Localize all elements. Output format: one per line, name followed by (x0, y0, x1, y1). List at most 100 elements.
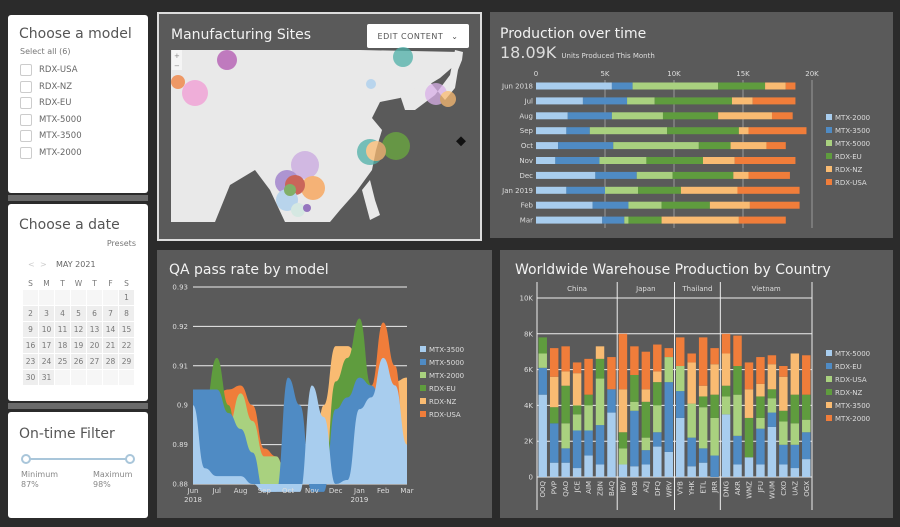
select-all-link[interactable]: Select all (6) (20, 47, 71, 56)
x-tick-label: QAO (562, 481, 570, 497)
calendar-day[interactable]: 26 (70, 352, 87, 370)
bar-segment (733, 435, 742, 465)
calendar-day[interactable]: 12 (70, 320, 87, 338)
calendar-day[interactable]: 1 (118, 288, 135, 306)
bar-segment (536, 171, 596, 179)
bar-segment (628, 201, 662, 209)
calendar-day[interactable]: 2 (22, 304, 39, 322)
model-checkbox[interactable]: RDX-EU (20, 97, 72, 109)
bar-segment (802, 459, 811, 477)
legend-swatch (826, 114, 832, 120)
bar-segment (653, 446, 662, 477)
x-tick-label: OOQ (539, 481, 547, 498)
bar-segment (687, 403, 696, 438)
x-tick-label: JRR (711, 481, 719, 494)
x-tick-label: Feb (377, 487, 390, 495)
calendar-day[interactable]: 24 (38, 352, 55, 370)
model-checkbox[interactable]: MTX-5000 (20, 113, 82, 126)
checkbox-icon[interactable] (20, 146, 32, 159)
model-checkbox[interactable]: MTX-2000 (20, 146, 82, 159)
next-month-icon[interactable]: > (40, 260, 47, 269)
warehouse-panel: Worldwide Warehouse Production by Countr… (500, 250, 893, 518)
legend-label: MTX-3500 (835, 402, 870, 410)
bar-segment (733, 464, 742, 477)
bar-segment (549, 348, 559, 377)
range-slider-min-handle[interactable] (21, 454, 31, 464)
prev-month-icon[interactable]: < (28, 260, 35, 269)
bar-segment (641, 464, 651, 477)
legend-label: RDX-NZ (835, 389, 862, 397)
bar-segment (618, 389, 628, 433)
map-canvas[interactable]: + − (157, 12, 482, 241)
bar-segment (599, 157, 647, 164)
calendar-day[interactable]: 15 (118, 320, 135, 338)
x-tick-label: Dec (329, 487, 343, 495)
model-filter-panel: Choose a model Select all (6) RDX-USA RDX… (8, 15, 148, 193)
bar-segment (654, 97, 732, 105)
calendar-day[interactable]: 8 (118, 304, 135, 322)
bar-segment (584, 455, 593, 477)
bar-segment (710, 417, 719, 456)
bar-segment (641, 401, 651, 438)
calendar-day[interactable]: 29 (118, 352, 135, 370)
calendar-day[interactable]: 4 (54, 304, 71, 322)
calendar-day[interactable]: 6 (86, 304, 103, 322)
model-checkbox[interactable]: MTX-3500 (20, 130, 82, 142)
weekday-label: S (124, 278, 129, 288)
bar-segment (638, 186, 681, 194)
group-label: Japan (635, 285, 656, 293)
x-tick-label: JCE (574, 481, 582, 493)
calendar-day[interactable]: 18 (54, 336, 71, 354)
calendar-day[interactable]: 7 (102, 304, 119, 322)
calendar-day[interactable]: 31 (38, 368, 55, 386)
calendar-day[interactable]: 11 (54, 320, 71, 338)
calendar-day (38, 288, 55, 306)
checkbox-icon[interactable] (20, 64, 32, 76)
calendar-day[interactable]: 28 (102, 352, 119, 370)
calendar-day[interactable]: 25 (54, 352, 71, 370)
calendar-day[interactable]: 16 (22, 336, 39, 354)
calendar-day[interactable]: 3 (38, 304, 55, 322)
chevron-down-icon: ⌄ (451, 31, 459, 41)
warehouse-title: Worldwide Warehouse Production by Countr… (515, 262, 831, 278)
calendar-day[interactable]: 20 (86, 336, 103, 354)
legend-label: RDX-NZ (835, 166, 862, 174)
calendar-day[interactable]: 22 (118, 336, 135, 354)
legend-label: MTX-5000 (429, 359, 464, 367)
y-tick-label: 0.9 (177, 402, 188, 410)
calendar-day[interactable]: 17 (38, 336, 55, 354)
bar-segment (756, 396, 765, 418)
calendar-day[interactable]: 10 (38, 320, 55, 338)
calendar-day[interactable]: 21 (102, 336, 119, 354)
range-slider-max-handle[interactable] (125, 454, 135, 464)
calendar-day[interactable]: 27 (86, 352, 103, 370)
calendar-day[interactable]: 30 (22, 368, 39, 386)
x-tick-label: 10K (667, 70, 681, 78)
calendar-day[interactable]: 5 (70, 304, 87, 322)
model-checkbox[interactable]: RDX-USA (20, 64, 78, 76)
checkbox-icon[interactable] (20, 113, 32, 126)
calendar-day[interactable]: 9 (22, 320, 39, 338)
resize-handle[interactable] (8, 403, 148, 409)
bar-segment (767, 355, 777, 365)
bar-segment (664, 348, 673, 358)
bar-segment (536, 216, 603, 224)
calendar-day[interactable]: 23 (22, 352, 39, 370)
edit-content-label: EDIT CONTENT (377, 31, 444, 41)
calendar-day[interactable]: 19 (70, 336, 87, 354)
bar-segment (607, 389, 616, 413)
legend-label: RDX-NZ (429, 398, 456, 406)
checkbox-icon[interactable] (20, 80, 32, 93)
bar-segment (653, 432, 662, 447)
bar-segment (653, 371, 662, 383)
range-slider-track[interactable] (26, 458, 130, 460)
calendar-day[interactable]: 14 (102, 320, 119, 338)
calendar-day[interactable]: 13 (86, 320, 103, 338)
model-checkbox[interactable]: RDX-NZ (20, 80, 72, 93)
presets-link[interactable]: Presets (106, 239, 136, 248)
checkbox-icon[interactable] (20, 130, 32, 142)
edit-content-button[interactable]: EDIT CONTENT ⌄ (367, 24, 469, 48)
bar-segment (721, 353, 731, 386)
resize-handle[interactable] (8, 195, 148, 201)
checkbox-icon[interactable] (20, 97, 32, 109)
